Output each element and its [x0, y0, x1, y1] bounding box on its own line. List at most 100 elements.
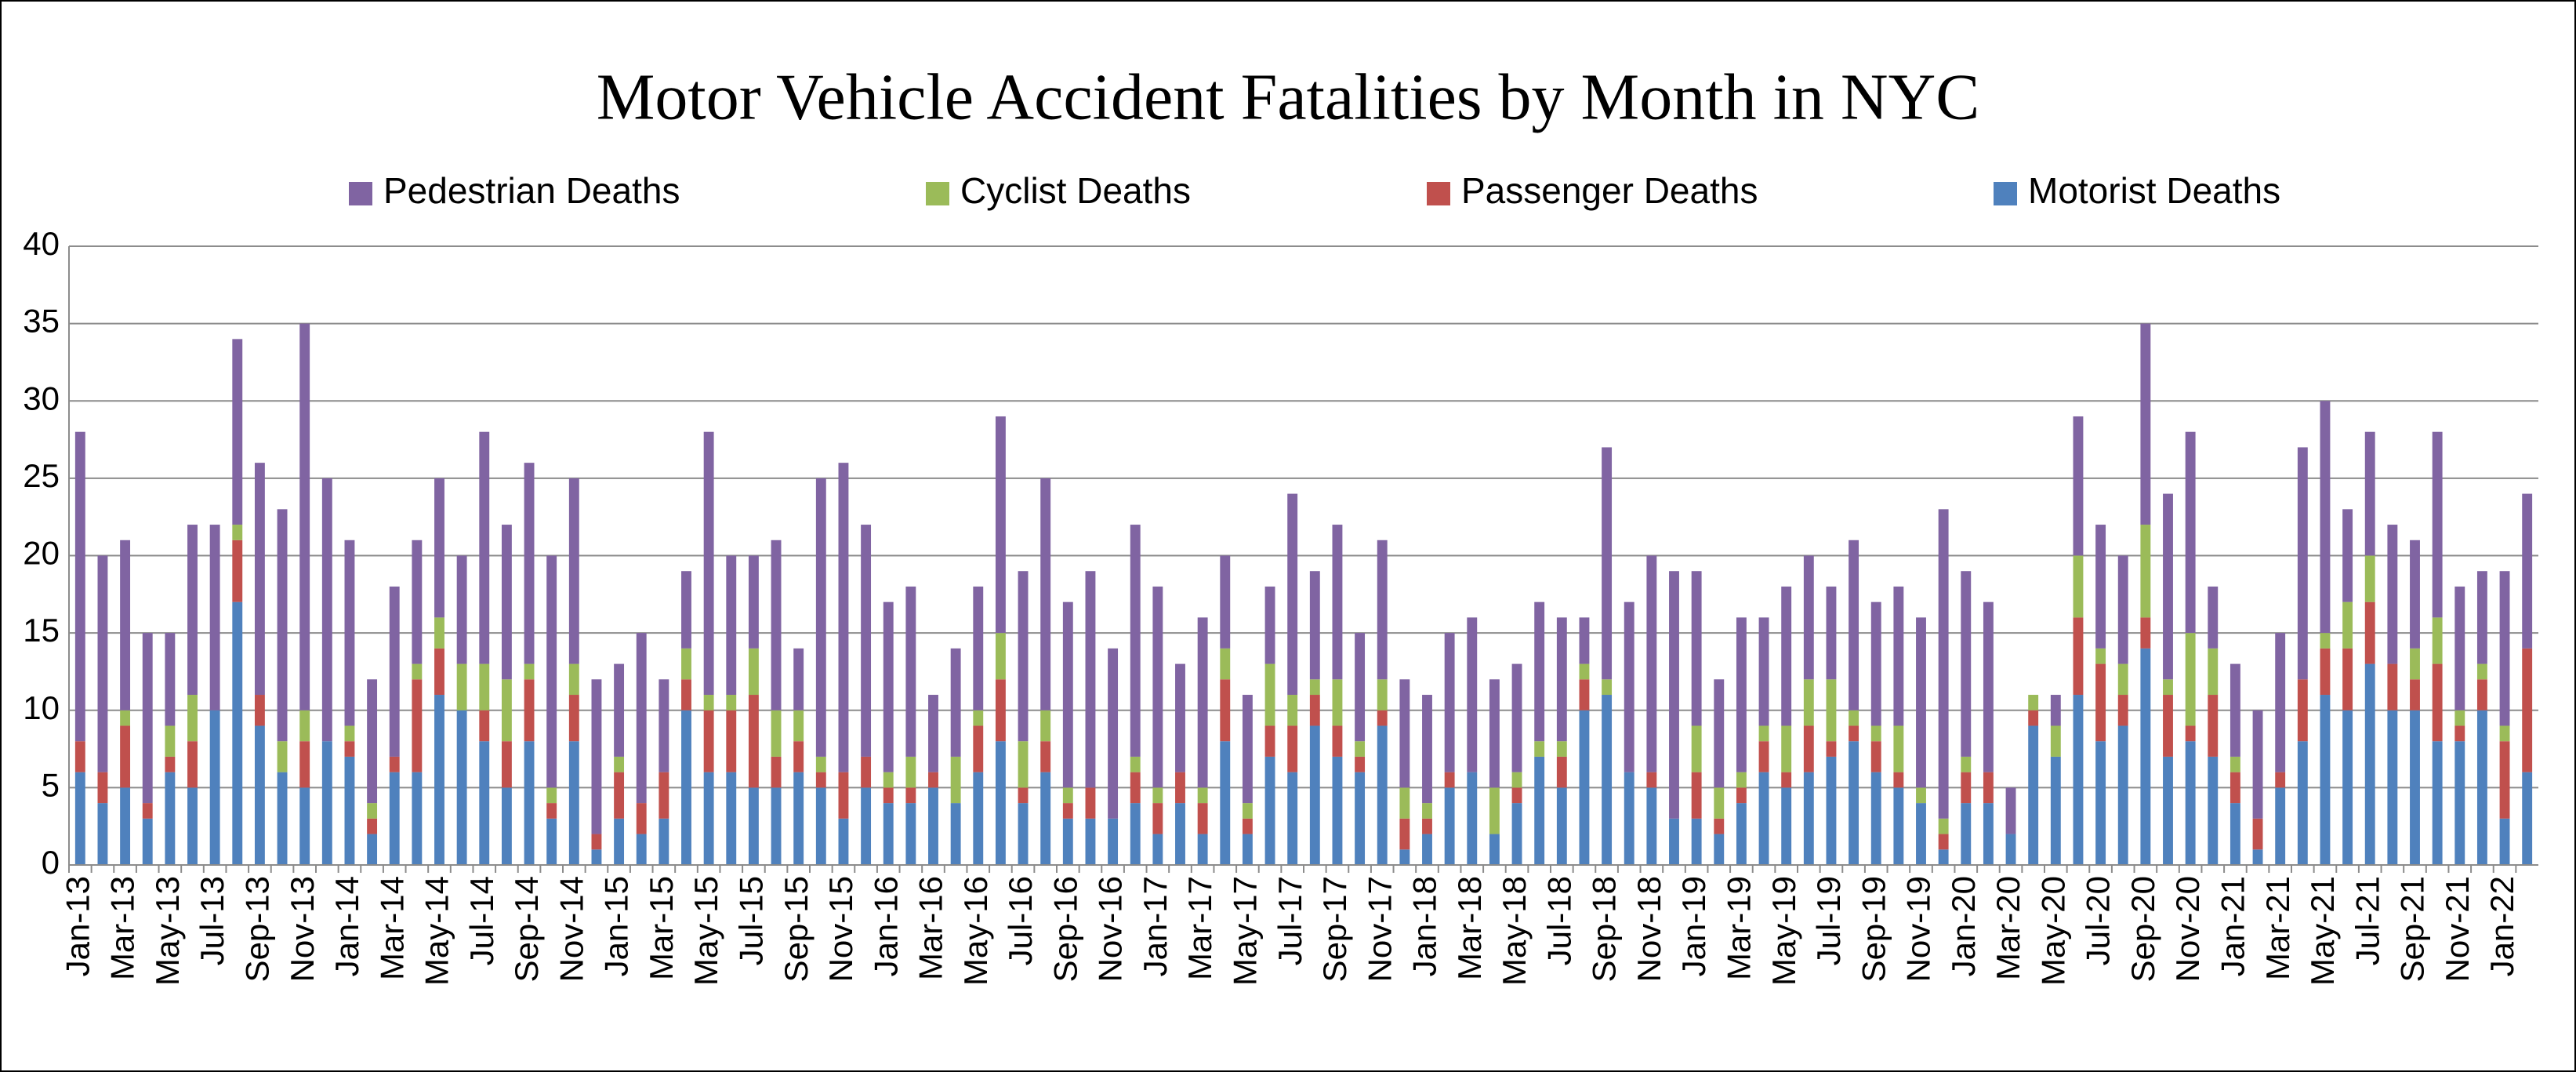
- bar-segment: [2163, 679, 2173, 696]
- bar-segment: [2005, 834, 2016, 865]
- bar-segment: [614, 663, 625, 757]
- bar-segment: [2522, 493, 2533, 649]
- bar-segment: [1893, 725, 1904, 772]
- bar-segment: [187, 525, 198, 696]
- bar-segment: [2095, 741, 2106, 865]
- bar-segment: [1422, 818, 1432, 834]
- bar-segment: [1152, 834, 1163, 865]
- bar-segment: [1803, 725, 1814, 772]
- x-tick-label: Mar-15: [643, 876, 680, 980]
- bar-segment: [165, 633, 176, 726]
- bar-segment: [367, 834, 378, 865]
- bar-segment: [479, 710, 490, 742]
- legend-swatch: [1994, 182, 2017, 205]
- bar-segment: [2208, 756, 2219, 865]
- bar-segment: [659, 818, 669, 865]
- bar-segment: [1870, 772, 1881, 865]
- bar-segment: [1826, 679, 1837, 742]
- bar-segment: [995, 741, 1006, 865]
- bar-segment: [1714, 818, 1725, 834]
- bar-segment: [2140, 525, 2151, 618]
- y-tick-label: 35: [23, 303, 60, 340]
- bar-segment: [1242, 803, 1253, 819]
- bar-segment: [2522, 772, 2533, 865]
- bar-segment: [2320, 633, 2331, 649]
- bar-segment: [74, 741, 85, 772]
- bar-segment: [1332, 725, 1343, 757]
- bar-segment: [1309, 571, 1320, 680]
- bar-segment: [2297, 447, 2308, 680]
- bar-segment: [1422, 834, 1432, 865]
- bar-segment: [1826, 586, 1837, 680]
- bar-segment: [299, 787, 310, 865]
- bar-segment: [187, 741, 198, 788]
- x-tick-label: Jul-18: [1540, 876, 1577, 965]
- bar-segment: [120, 710, 131, 726]
- bar-segment: [456, 663, 467, 710]
- bar-segment: [2499, 818, 2510, 865]
- bar-segment: [142, 803, 153, 819]
- bar-segment: [2073, 617, 2084, 696]
- bar-segment: [1534, 756, 1545, 865]
- bar-segment: [412, 663, 423, 680]
- bar-segment: [726, 772, 737, 865]
- bar-segment: [2252, 710, 2263, 819]
- bar-segment: [97, 803, 108, 865]
- bar-segment: [995, 633, 1006, 680]
- bar-segment: [861, 525, 872, 757]
- bar-segment: [1040, 710, 1051, 742]
- bar-segment: [1803, 679, 1814, 726]
- bar-segment: [815, 787, 826, 865]
- bar-segment: [2387, 663, 2398, 710]
- bar-segment: [456, 555, 467, 664]
- bar-segment: [1287, 772, 1298, 865]
- bar-segment: [636, 803, 647, 834]
- x-tick-label: Sep-20: [2124, 876, 2161, 982]
- bar-segment: [1152, 586, 1163, 788]
- bar-segment: [1085, 571, 1096, 788]
- x-tick-label: Jan-20: [1945, 876, 1982, 976]
- bar-segment: [546, 803, 557, 819]
- bar-segment: [1961, 772, 1972, 804]
- bar-segment: [1175, 663, 1185, 772]
- bar-segment: [2230, 663, 2240, 757]
- bar-segment: [1602, 695, 1613, 865]
- bar-segment: [1938, 509, 1949, 819]
- bar-segment: [905, 586, 916, 757]
- x-tick-label: Jul-13: [194, 876, 230, 965]
- bar-segment: [1062, 601, 1073, 788]
- bar-segment: [1511, 803, 1522, 865]
- bar-segment: [2364, 663, 2375, 865]
- bar-segment: [2252, 818, 2263, 850]
- bar-segment: [1714, 834, 1725, 865]
- bar-segment: [1467, 772, 1478, 865]
- bar-segment: [1849, 540, 1859, 710]
- x-tick-label: Nov-20: [2169, 876, 2206, 982]
- bar-segment: [1736, 803, 1747, 865]
- bar-segment: [703, 772, 714, 865]
- bar-segment: [1534, 741, 1545, 757]
- x-tick-label: Sep-16: [1047, 876, 1083, 982]
- x-tick-label: Mar-16: [912, 876, 949, 980]
- bar-segment: [1355, 772, 1366, 865]
- bar-segment: [1287, 493, 1298, 696]
- bar-segment: [1377, 710, 1388, 726]
- bar-segment: [2364, 431, 2375, 556]
- bar-segment: [501, 787, 512, 865]
- bar-segment: [1849, 710, 1859, 726]
- x-tick-label: May-13: [149, 876, 186, 986]
- bar-segment: [1062, 803, 1073, 819]
- bar-segment: [1197, 787, 1208, 804]
- bar-segment: [1287, 695, 1298, 726]
- bar-segment: [771, 540, 782, 710]
- x-tick-label: Nov-18: [1631, 876, 1667, 982]
- bar-segment: [883, 803, 894, 865]
- x-tick-label: May-18: [1496, 876, 1533, 986]
- bar-segment: [681, 710, 691, 865]
- bar-segment: [1377, 540, 1388, 680]
- bar-segment: [389, 772, 400, 865]
- bar-segment: [1736, 787, 1747, 804]
- bar-segment: [748, 787, 759, 865]
- bar-segment: [1220, 741, 1231, 865]
